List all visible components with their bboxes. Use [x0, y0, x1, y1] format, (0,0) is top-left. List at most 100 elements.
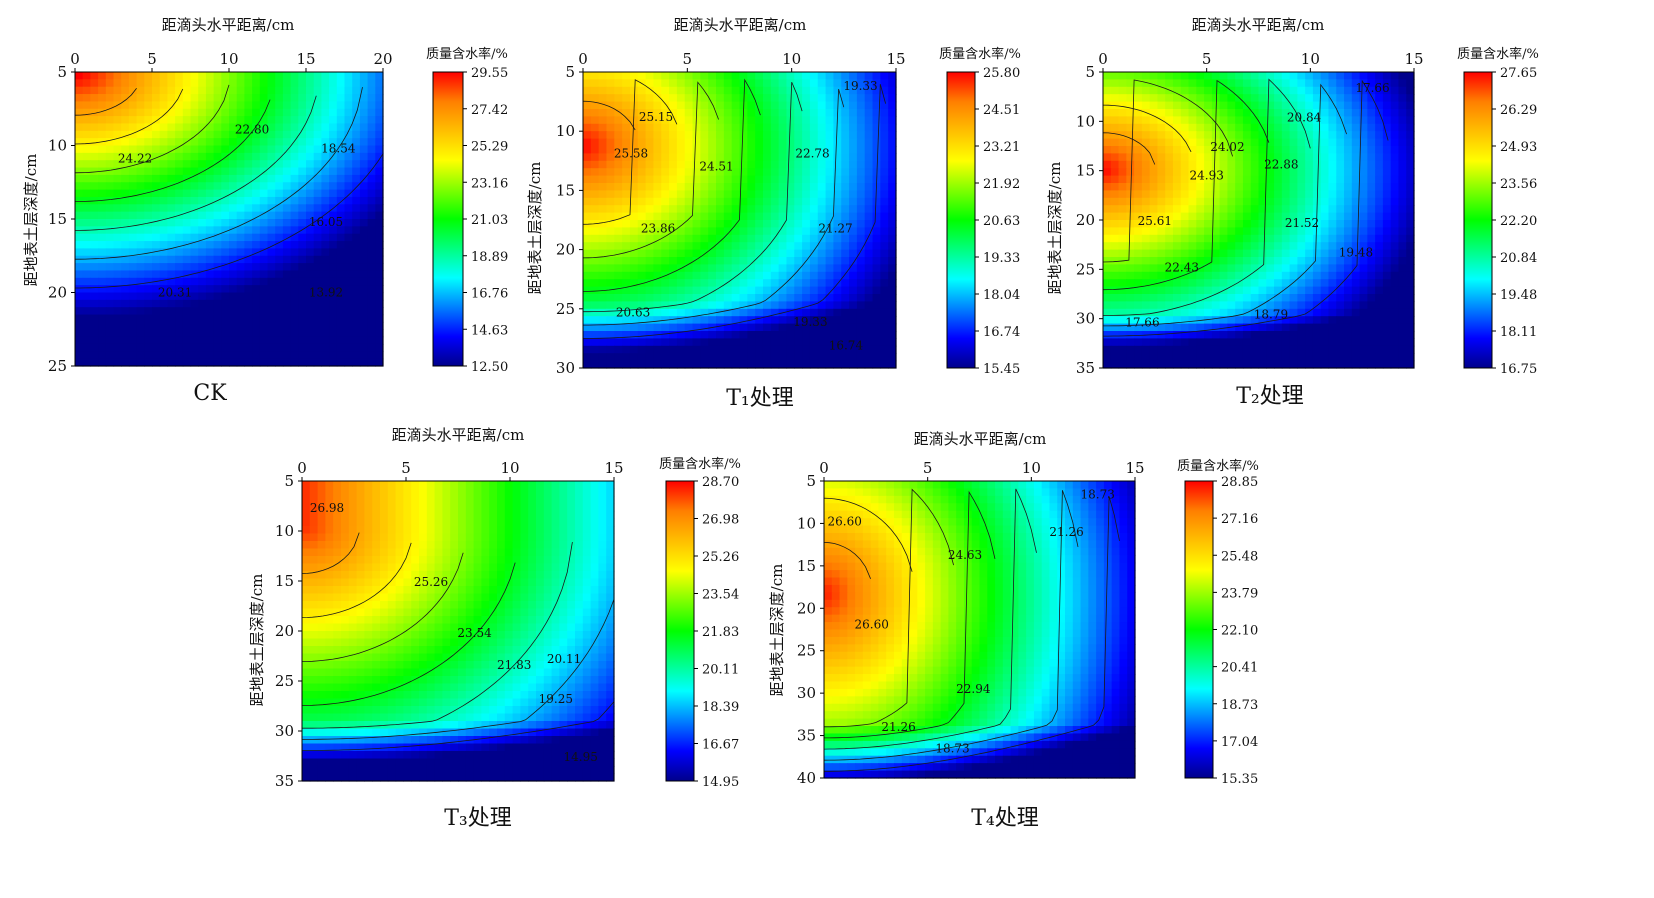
heatmap-cell	[90, 292, 99, 301]
heatmap-cell	[700, 131, 709, 140]
heatmap-cell	[755, 79, 764, 88]
heatmap-cell	[336, 329, 346, 338]
heatmap-cell	[692, 294, 701, 302]
heatmap-cell	[252, 101, 261, 110]
heatmap-cell	[290, 94, 299, 102]
heatmap-cell	[1336, 183, 1345, 191]
heatmap-cell	[1406, 101, 1415, 110]
heatmap-cell	[864, 175, 874, 184]
heatmap-cell	[205, 108, 215, 117]
heatmap-cell	[1305, 138, 1314, 147]
heatmap-cell	[1328, 131, 1337, 140]
heatmap-cell	[121, 248, 130, 257]
heatmap-cell	[1258, 279, 1267, 288]
heatmap-cell	[306, 116, 315, 125]
heatmap-cell	[731, 353, 741, 362]
heatmap-cell	[1235, 183, 1244, 191]
heatmap-cell	[121, 94, 130, 102]
heatmap-cell	[105, 314, 115, 323]
heatmap-cell	[252, 174, 261, 183]
heatmap-cell	[336, 167, 346, 176]
heatmap-cell	[794, 331, 803, 339]
heatmap-cell	[1328, 101, 1337, 110]
heatmap-cell	[833, 197, 842, 206]
heatmap-cell	[1204, 279, 1213, 288]
heatmap-cell	[1390, 109, 1400, 117]
heatmap-cell	[152, 307, 161, 316]
heatmap-cell	[159, 255, 168, 264]
heatmap-cell	[267, 108, 276, 117]
heatmap-cell	[1219, 301, 1229, 310]
heatmap-cell	[598, 72, 608, 80]
heatmap-cell	[786, 308, 795, 317]
heatmap-cell	[306, 321, 315, 330]
heatmap-cell	[1126, 160, 1135, 169]
heatmap-cell	[275, 72, 284, 80]
heatmap-cell	[833, 338, 842, 347]
heatmap-cell	[1375, 301, 1384, 310]
heatmap-cell	[762, 72, 772, 80]
heatmap-cell	[1180, 331, 1190, 339]
heatmap-cell	[1390, 101, 1400, 110]
heatmap-cell	[1196, 227, 1205, 236]
heatmap-cell	[1359, 168, 1368, 177]
heatmap-cell	[872, 86, 881, 95]
heatmap-cell	[739, 338, 748, 347]
heatmap-cell	[809, 160, 819, 169]
heatmap-cell	[856, 109, 866, 117]
heatmap-cell	[128, 204, 138, 213]
heatmap-cell	[653, 294, 662, 302]
heatmap-cell	[1336, 109, 1345, 117]
heatmap-cell	[864, 308, 874, 317]
y-tick-label: 5	[1085, 63, 1095, 81]
contour-lines	[1102, 78, 1389, 337]
heatmap-cell	[1219, 360, 1229, 369]
heatmap-cell	[708, 197, 717, 206]
heatmap-cell	[1149, 249, 1159, 258]
heatmap-cell	[182, 233, 192, 242]
heatmap-cell	[723, 116, 733, 125]
heatmap-cell	[1110, 227, 1120, 236]
heatmap-cell	[825, 227, 835, 236]
heatmap-cell	[669, 123, 678, 132]
heatmap-cell	[731, 131, 741, 140]
heatmap-cell	[653, 131, 662, 140]
heatmap-cell	[1320, 279, 1330, 288]
heatmap-cell	[167, 277, 176, 286]
heatmap-cell	[82, 101, 91, 110]
contour-line	[74, 88, 137, 116]
heatmap-cell	[275, 285, 284, 294]
heatmap-cell	[159, 307, 168, 316]
heatmap-cell	[213, 196, 222, 205]
heatmap-cell	[1141, 242, 1151, 251]
heatmap-cell	[841, 101, 850, 110]
heatmap-cell	[786, 123, 795, 132]
heatmap-cell	[833, 190, 842, 199]
heatmap-cell	[1375, 131, 1384, 140]
heatmap-cell	[244, 94, 253, 102]
heatmap-cell	[90, 351, 99, 360]
heatmap-cell	[1242, 360, 1252, 369]
heatmap-cell	[359, 94, 369, 102]
heatmap-cell	[583, 160, 592, 169]
heatmap-cell	[182, 343, 192, 352]
heatmap-cell	[306, 248, 315, 257]
heatmap-cell	[606, 242, 615, 251]
x-axis-title: 距滴头水平距离/cm	[1192, 16, 1325, 34]
heatmap-cell	[653, 109, 662, 117]
heatmap-cell	[136, 270, 145, 279]
heatmap-cell	[306, 108, 315, 117]
heatmap-cell	[275, 174, 284, 183]
heatmap-cell	[786, 264, 795, 273]
heatmap-cell	[1382, 168, 1392, 177]
heatmap-cell	[1266, 94, 1275, 103]
heatmap-cell	[653, 168, 662, 177]
heatmap-cell	[82, 138, 91, 147]
heatmap-cell	[1305, 242, 1314, 251]
heatmap-cell	[1320, 94, 1330, 103]
heatmap-cell	[359, 241, 369, 249]
heatmap-cell	[825, 101, 835, 110]
heatmap-cell	[90, 79, 99, 88]
heatmap-cell	[1281, 101, 1291, 110]
heatmap-cell	[1351, 116, 1361, 125]
